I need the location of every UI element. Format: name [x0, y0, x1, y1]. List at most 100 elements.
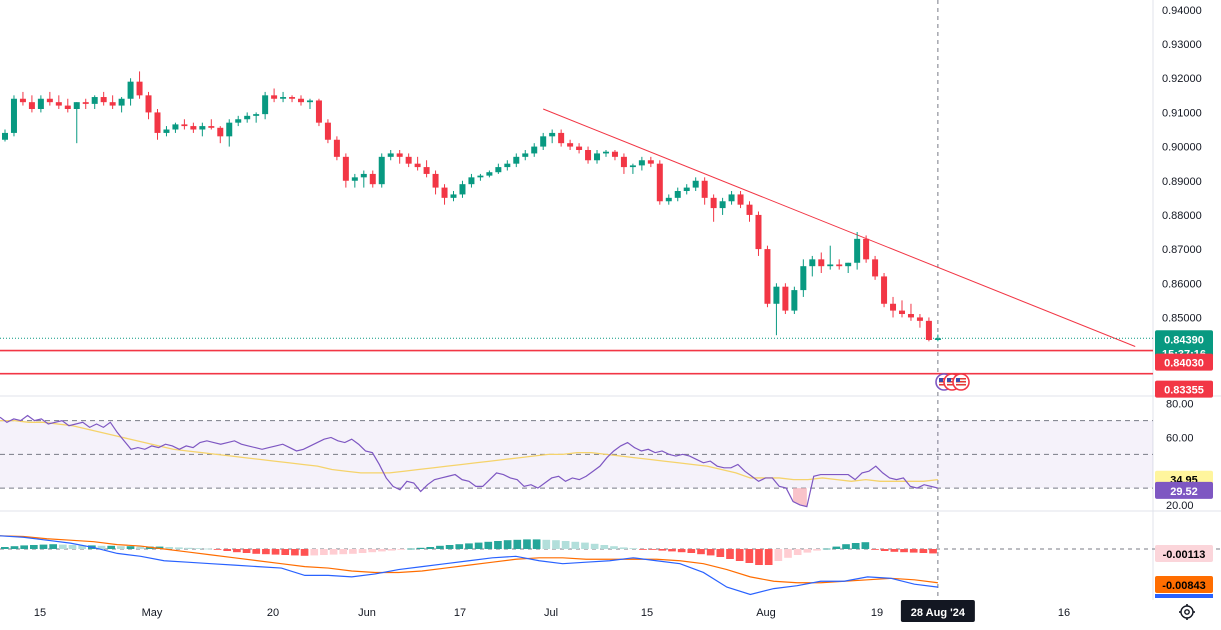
candle[interactable] — [531, 143, 538, 157]
candle[interactable] — [432, 170, 439, 195]
candle[interactable] — [342, 153, 349, 188]
candle[interactable] — [414, 156, 421, 171]
candle[interactable] — [486, 170, 493, 178]
candle[interactable] — [64, 98, 71, 113]
candle[interactable] — [567, 139, 574, 151]
candle[interactable] — [576, 143, 583, 154]
candle[interactable] — [934, 334, 941, 342]
candle[interactable] — [396, 150, 403, 164]
candle[interactable] — [504, 160, 511, 171]
candle[interactable] — [602, 150, 609, 157]
candle[interactable] — [306, 98, 313, 110]
candle[interactable] — [585, 146, 592, 164]
candle[interactable] — [764, 245, 771, 308]
candle[interactable] — [315, 98, 322, 127]
candle[interactable] — [782, 283, 789, 315]
candle[interactable] — [468, 173, 475, 188]
economic-event-flags[interactable] — [935, 373, 970, 391]
candle[interactable] — [827, 245, 834, 270]
candle[interactable] — [55, 95, 62, 110]
macd-line[interactable] — [0, 535, 938, 596]
candle[interactable] — [459, 180, 466, 198]
rsi-ma-line[interactable] — [0, 419, 938, 482]
candle[interactable] — [298, 95, 305, 106]
candle[interactable] — [262, 91, 269, 120]
candle[interactable] — [37, 95, 44, 113]
candle[interactable] — [226, 119, 233, 147]
candle[interactable] — [190, 122, 197, 133]
candle[interactable] — [620, 153, 627, 174]
candle[interactable] — [154, 109, 161, 140]
candle[interactable] — [916, 314, 923, 328]
trendline[interactable] — [543, 108, 1136, 347]
candle[interactable] — [235, 115, 242, 127]
candle[interactable] — [369, 170, 376, 188]
candle[interactable] — [755, 211, 762, 256]
candle[interactable] — [360, 170, 367, 188]
candle[interactable] — [405, 153, 412, 168]
candle[interactable] — [540, 132, 547, 151]
time-axis[interactable]: 15 May 20 Jun 17 Jul 15 Aug 19 16 28 Aug '24 — [34, 600, 1070, 622]
candle[interactable] — [333, 136, 340, 161]
candle[interactable] — [208, 119, 215, 130]
candle[interactable] — [773, 283, 780, 336]
candle[interactable] — [863, 235, 870, 263]
macd-signal-line[interactable] — [0, 535, 938, 584]
candle[interactable] — [692, 177, 699, 192]
candle[interactable] — [899, 300, 905, 318]
candle[interactable] — [19, 91, 26, 106]
candle[interactable] — [450, 191, 457, 202]
candle[interactable] — [2, 129, 8, 142]
candle[interactable] — [872, 255, 879, 280]
candle[interactable] — [629, 163, 636, 174]
candle[interactable] — [324, 119, 331, 144]
candle[interactable] — [710, 194, 717, 222]
candle[interactable] — [513, 153, 520, 168]
candle[interactable] — [118, 97, 125, 113]
candle[interactable] — [881, 273, 888, 308]
candle[interactable] — [181, 119, 188, 130]
candle[interactable] — [925, 317, 932, 342]
macd-panel[interactable] — [0, 535, 1221, 596]
candle[interactable] — [127, 78, 134, 106]
candle[interactable] — [172, 122, 179, 133]
candle[interactable] — [719, 197, 726, 215]
candle[interactable] — [549, 129, 556, 144]
candle[interactable] — [199, 122, 206, 137]
candle[interactable] — [244, 112, 251, 123]
candle[interactable] — [378, 153, 385, 188]
candle[interactable] — [907, 303, 914, 321]
candle[interactable] — [46, 91, 53, 106]
candle[interactable] — [495, 163, 502, 174]
candle[interactable] — [836, 259, 843, 270]
candle[interactable] — [136, 71, 143, 99]
rsi-line[interactable] — [0, 414, 939, 508]
candle[interactable] — [558, 129, 565, 147]
candle[interactable] — [163, 126, 170, 137]
candle[interactable] — [100, 91, 107, 106]
candle[interactable] — [351, 173, 358, 188]
candle[interactable] — [387, 150, 394, 161]
candle[interactable] — [441, 184, 448, 205]
candle[interactable] — [728, 191, 735, 205]
candle[interactable] — [701, 177, 708, 205]
price-panel[interactable] — [0, 71, 1153, 391]
candle[interactable] — [253, 112, 260, 123]
candle[interactable] — [638, 156, 645, 171]
chart-settings-button[interactable] — [1178, 603, 1196, 621]
candle[interactable] — [73, 102, 80, 144]
candle[interactable] — [280, 91, 287, 103]
candle[interactable] — [91, 95, 98, 110]
candle[interactable] — [10, 95, 17, 137]
candle[interactable] — [594, 150, 601, 164]
candle[interactable] — [217, 126, 224, 144]
candle[interactable] — [109, 95, 116, 110]
candle[interactable] — [477, 173, 484, 181]
candle[interactable] — [656, 160, 663, 205]
candle[interactable] — [845, 262, 852, 274]
candle[interactable] — [737, 191, 744, 209]
candle[interactable] — [271, 88, 278, 103]
candle[interactable] — [665, 194, 672, 205]
